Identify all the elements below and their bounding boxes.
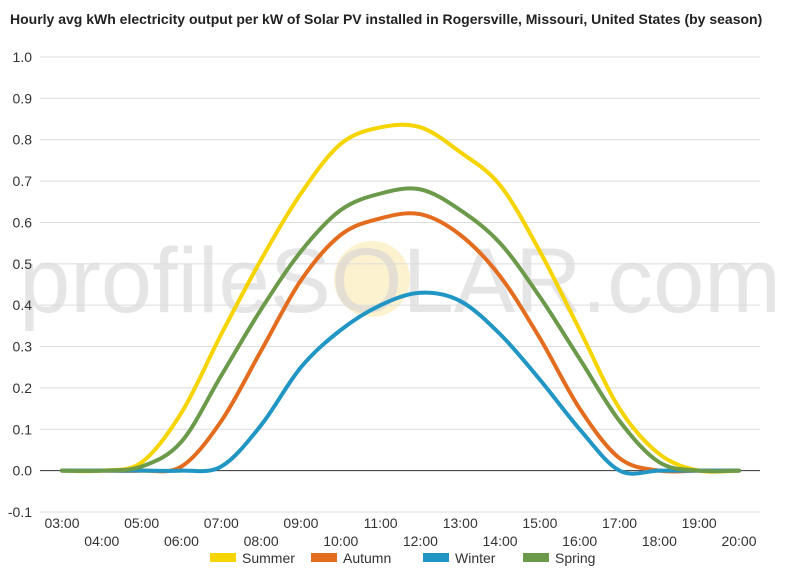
series-line-autumn bbox=[60, 211, 741, 474]
x-tick-label: 08:00 bbox=[244, 533, 279, 549]
watermark-sun bbox=[334, 241, 410, 317]
legend-swatch-spring bbox=[523, 553, 549, 562]
legend-swatch-winter bbox=[423, 553, 449, 562]
legend: Summer Autumn Winter Spring bbox=[210, 550, 595, 566]
x-tick-label: 17:00 bbox=[602, 515, 637, 531]
x-tick-label: 11:00 bbox=[364, 515, 398, 531]
x-tick-label: 16:00 bbox=[562, 533, 597, 549]
x-tick-label: 06:00 bbox=[164, 533, 199, 549]
x-tick-label: 03:00 bbox=[44, 515, 79, 531]
x-tick-label: 05:00 bbox=[124, 515, 159, 531]
x-tick-label: 20:00 bbox=[721, 533, 756, 549]
x-tick-label: 14:00 bbox=[483, 533, 518, 549]
y-tick-label: 0.0 bbox=[13, 463, 33, 479]
legend-label-autumn: Autumn bbox=[343, 550, 391, 566]
x-tick-label: 07:00 bbox=[204, 515, 239, 531]
x-tick-label: 13:00 bbox=[443, 515, 478, 531]
x-tick-label: 18:00 bbox=[642, 533, 677, 549]
legend-swatch-autumn bbox=[311, 553, 337, 562]
legend-swatch-summer bbox=[210, 553, 236, 562]
series-line-spring bbox=[60, 186, 741, 474]
series-lines bbox=[60, 122, 741, 476]
y-tick-label: -0.1 bbox=[8, 504, 32, 520]
watermark: profileSOLAR.com bbox=[19, 230, 781, 332]
x-tick-label: 10:00 bbox=[323, 533, 358, 549]
legend-label-spring: Spring bbox=[555, 550, 595, 566]
x-tick-label: 09:00 bbox=[283, 515, 318, 531]
legend-label-summer: Summer bbox=[242, 550, 295, 566]
x-tick-label: 19:00 bbox=[682, 515, 717, 531]
y-tick-label: 0.5 bbox=[13, 256, 33, 272]
y-tick-label: 0.4 bbox=[13, 297, 33, 313]
y-tick-label: 0.3 bbox=[13, 339, 33, 355]
chart-title: Hourly avg kWh electricity output per kW… bbox=[10, 11, 763, 27]
x-tick-label: 15:00 bbox=[522, 515, 557, 531]
series-line-winter bbox=[60, 290, 741, 476]
y-tick-label: 0.2 bbox=[13, 380, 33, 396]
legend-label-winter: Winter bbox=[455, 550, 496, 566]
watermark-text: profileSOLAR.com bbox=[19, 230, 781, 332]
x-tick-label: 12:00 bbox=[403, 533, 438, 549]
y-tick-label: 0.9 bbox=[13, 90, 33, 106]
y-tick-label: 1.0 bbox=[13, 49, 33, 65]
y-tick-label: 0.6 bbox=[13, 214, 33, 230]
y-tick-label: 0.1 bbox=[13, 421, 33, 437]
y-tick-label: 0.7 bbox=[13, 173, 33, 189]
y-axis-ticks: -0.1 0.0 0.1 0.2 0.3 0.4 0.5 0.6 0.7 0.8 0.9 1.0 bbox=[8, 49, 32, 520]
y-tick-label: 0.8 bbox=[13, 132, 33, 148]
series-line-summer bbox=[60, 122, 741, 474]
x-tick-label: 04:00 bbox=[84, 533, 119, 549]
